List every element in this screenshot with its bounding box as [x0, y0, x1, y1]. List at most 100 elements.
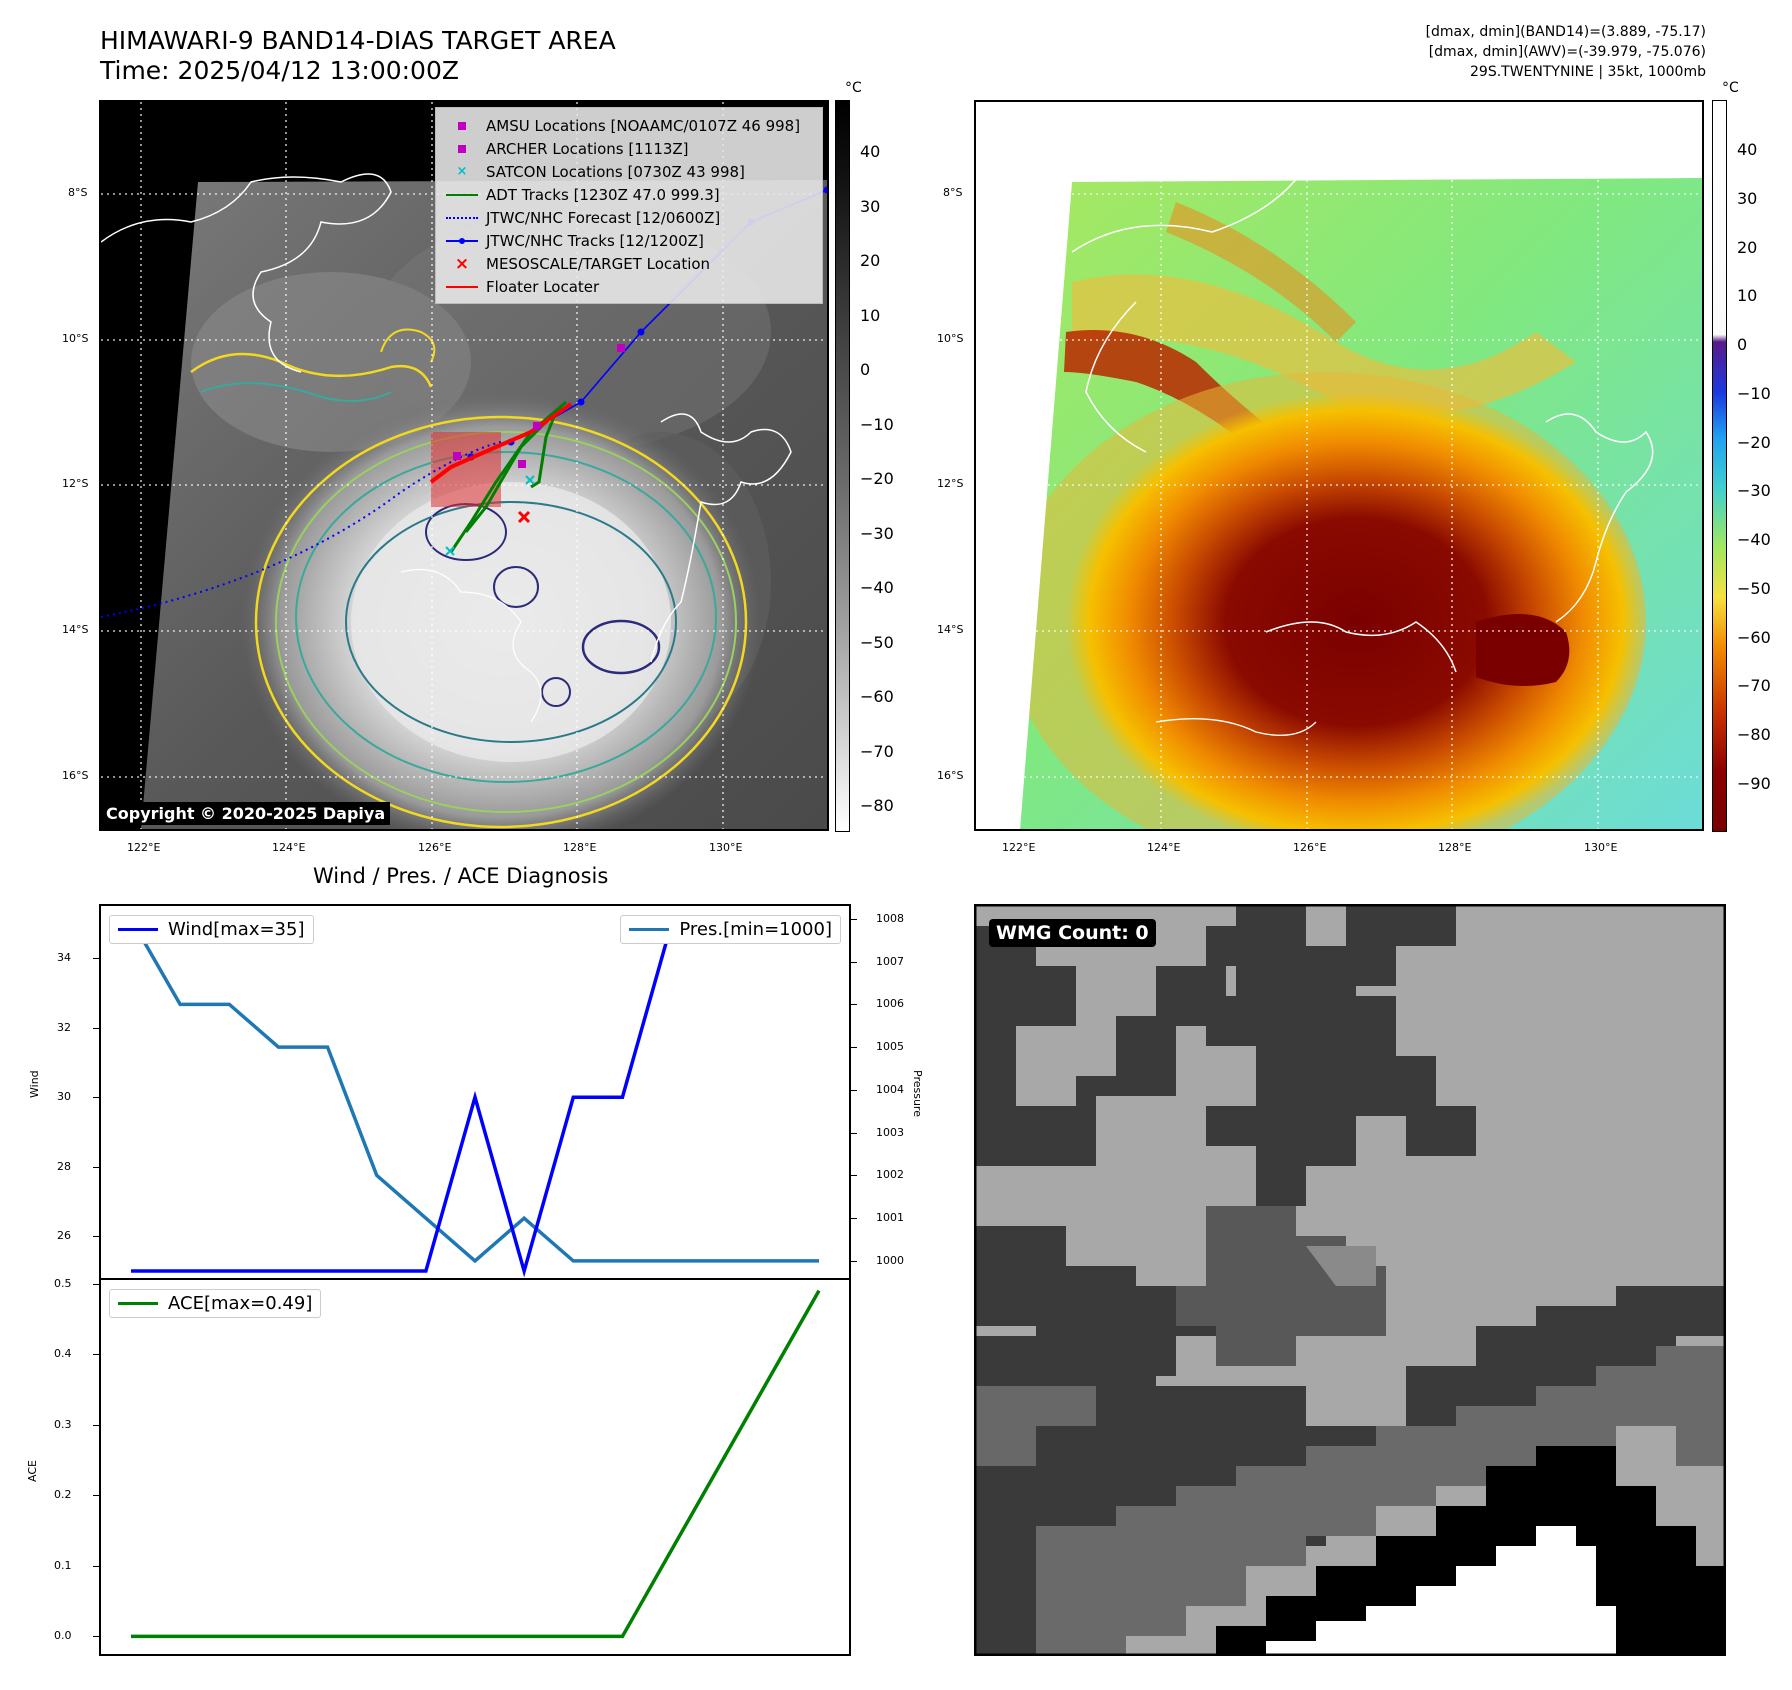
colorbar-tick-label: −10	[860, 414, 894, 434]
colorbar-tick-label: 10	[1737, 286, 1758, 306]
wind-pressure-plot: Wind[max=35] Pres.[min=1000]	[99, 904, 851, 1280]
colorbar-tick-label: −90	[1737, 774, 1771, 793]
wind-tick-label: 34	[57, 951, 71, 965]
x-marker-icon: ×	[456, 164, 468, 179]
tick-mark	[93, 1027, 99, 1029]
colorbar-tick-label: −10	[1737, 383, 1771, 403]
wind-legend: Wind[max=35]	[109, 915, 314, 944]
ace-legend: ACE[max=0.49]	[109, 1289, 322, 1318]
colorbar-tick-label: −80	[1737, 725, 1771, 745]
line-icon	[444, 185, 480, 205]
colorbar-tick-label: −30	[1737, 481, 1771, 501]
pressure-tick-label: 1005	[876, 1040, 904, 1054]
wind-line	[131, 921, 819, 1278]
tick-mark	[93, 1354, 99, 1356]
line-icon	[118, 1302, 158, 1305]
legend-item-amsu: AMSU Locations [NOAAMC/0107Z 46 998]	[444, 114, 814, 137]
legend-item-satcon: × SATCON Locations [0730Z 43 998]	[444, 160, 814, 183]
tick-mark	[851, 1047, 857, 1049]
wmg-count-label: WMG Count: 0	[989, 919, 1156, 947]
lon-label: 122°E	[1002, 841, 1036, 854]
line-dot-icon	[444, 231, 480, 251]
colorbar-tick-label: −60	[860, 687, 894, 706]
stats-awv: [dmax, dmin](AWV)=(-39.979, -75.076)	[1428, 44, 1706, 60]
tick-mark	[93, 1097, 99, 1099]
pressure-tick-label: 1007	[876, 954, 904, 968]
wind-tick-label: 32	[57, 1020, 71, 1034]
map-legend: AMSU Locations [NOAAMC/0107Z 46 998] ARC…	[435, 107, 823, 304]
legend-item-forecast: JTWC/NHC Forecast [12/0600Z]	[444, 206, 814, 229]
colorbar-tick-label: 0	[1737, 335, 1748, 355]
line-icon	[444, 277, 480, 297]
chart-time: Time: 2025/04/12 13:00:00Z	[100, 56, 459, 85]
tick-mark	[93, 1565, 99, 1567]
band14-colorbar	[835, 100, 850, 832]
square-icon	[444, 139, 480, 159]
tick-mark	[851, 918, 857, 920]
awv-map	[974, 100, 1704, 831]
lat-label: 12°S	[937, 477, 964, 490]
legend-item-mesoscale: × MESOSCALE/TARGET Location	[444, 252, 814, 275]
ace-tick-label: 0.4	[54, 1347, 72, 1361]
colorbar-tick-label: −20	[1737, 432, 1771, 452]
pressure-tick-label: 1008	[876, 911, 904, 925]
pressure-tick-label: 1003	[876, 1125, 904, 1139]
tick-mark	[93, 1236, 99, 1238]
tick-mark	[851, 1089, 857, 1091]
wmg-panel: WMG Count: 0	[974, 904, 1726, 1656]
pressure-tick-label: 1006	[876, 997, 904, 1011]
lat-label: 16°S	[937, 769, 964, 782]
colorbar-tick-label: 40	[860, 142, 881, 161]
lon-label: 130°E	[709, 841, 743, 854]
wind-pressure-svg	[129, 917, 819, 1278]
tick-mark	[851, 1218, 857, 1220]
tick-mark	[93, 1283, 99, 1285]
tick-mark	[851, 1132, 857, 1134]
awv-map-image	[976, 102, 1702, 829]
colorbar-tick-label: 20	[860, 251, 881, 270]
wmg-image	[976, 906, 1724, 1654]
stats-band14: [dmax, dmin](BAND14)=(3.889, -75.17)	[1425, 24, 1706, 40]
colorbar-tick-label: 30	[1737, 188, 1758, 208]
wind-tick-label: 26	[57, 1229, 71, 1243]
band14-map: AMSU Locations [NOAAMC/0107Z 46 998] ARC…	[99, 100, 829, 831]
x-marker-icon: ×	[454, 253, 470, 274]
legend-item-floater: Floater Locater	[444, 275, 814, 298]
square-icon	[444, 116, 480, 136]
pressure-tick-label: 1004	[876, 1082, 904, 1096]
ace-svg	[131, 1289, 821, 1639]
legend-item-archer: ARCHER Locations [1113Z]	[444, 137, 814, 160]
tick-mark	[93, 1166, 99, 1168]
lat-label: 16°S	[62, 769, 89, 782]
ace-tick-label: 0.2	[54, 1488, 72, 1502]
ace-line	[131, 1289, 821, 1639]
colorbar-tick-label: −70	[860, 741, 894, 761]
ace-tick-label: 0.5	[54, 1276, 72, 1290]
legend-item-tracks: JTWC/NHC Tracks [12/1200Z]	[444, 229, 814, 252]
lon-label: 122°E	[127, 841, 161, 854]
band14-map-image	[101, 102, 827, 829]
chart-title: HIMAWARI-9 BAND14-DIAS TARGET AREA	[100, 26, 616, 55]
awv-colorbar	[1712, 100, 1727, 832]
colorbar-tick-label: 10	[860, 305, 881, 325]
lat-label: 8°S	[68, 186, 88, 199]
dotted-line-icon	[444, 208, 480, 228]
colorbar-tick-label: −80	[860, 796, 894, 815]
stats-storm: 29S.TWENTYNINE | 35kt, 1000mb	[1470, 64, 1706, 80]
ace-axis-label: ACE	[26, 1460, 39, 1482]
tick-mark	[851, 961, 857, 963]
pressure-legend: Pres.[min=1000]	[620, 915, 841, 944]
colorbar-unit: °C	[1722, 80, 1739, 96]
colorbar-tick-label: −30	[860, 523, 894, 543]
ace-tick-label: 0.0	[54, 1629, 72, 1643]
tick-mark	[93, 1424, 99, 1426]
colorbar-tick-label: 40	[1737, 140, 1758, 159]
pressure-tick-label: 1002	[876, 1168, 904, 1182]
ace-tick-label: 0.3	[54, 1417, 72, 1431]
colorbar-tick-label: −20	[860, 469, 894, 488]
lat-label: 10°S	[937, 332, 964, 345]
wind-tick-label: 30	[57, 1090, 71, 1104]
colorbar-tick-label: −50	[860, 632, 894, 652]
lon-label: 130°E	[1584, 841, 1618, 854]
pressure-tick-label: 1001	[876, 1211, 904, 1225]
